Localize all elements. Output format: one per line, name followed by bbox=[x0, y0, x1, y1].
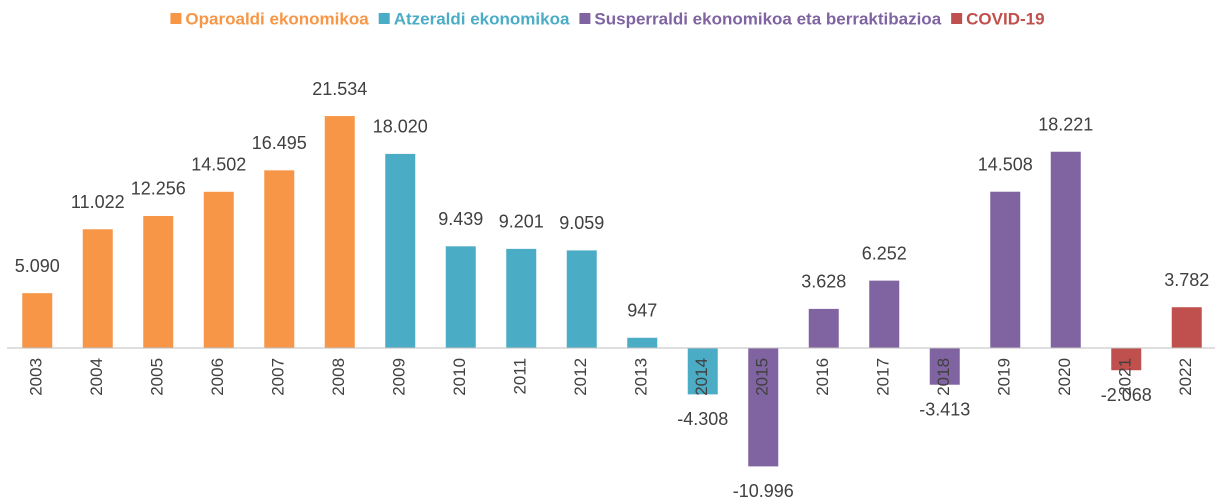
value-label: 9.439 bbox=[438, 209, 483, 229]
bar bbox=[82, 229, 113, 348]
x-tick-label: 2006 bbox=[208, 358, 227, 396]
bar bbox=[627, 337, 658, 348]
value-label: 9.059 bbox=[559, 213, 604, 233]
legend-swatch bbox=[579, 13, 591, 24]
x-tick-label: 2007 bbox=[269, 358, 288, 396]
x-tick-label: 2013 bbox=[632, 358, 651, 396]
bar bbox=[203, 191, 234, 348]
bar bbox=[264, 170, 295, 348]
bar bbox=[990, 191, 1021, 348]
x-tick-label: 2011 bbox=[511, 358, 530, 395]
value-label: 11.022 bbox=[71, 192, 125, 212]
value-label: 18.221 bbox=[1038, 114, 1093, 134]
x-tick-label: 2003 bbox=[27, 358, 46, 396]
value-label: 3.782 bbox=[1164, 270, 1209, 290]
bar bbox=[1171, 307, 1202, 348]
value-label: 947 bbox=[627, 301, 657, 321]
legend-label: Oparoaldi ekonomikoa bbox=[185, 9, 369, 28]
legend-swatch bbox=[170, 13, 182, 24]
value-label: 6.252 bbox=[862, 243, 907, 263]
x-tick-label: 2009 bbox=[390, 358, 409, 396]
x-tick-label: 2005 bbox=[148, 358, 167, 396]
legend-label: Susperraldi ekonomikoa eta berraktibazio… bbox=[594, 9, 941, 28]
bar bbox=[385, 153, 416, 348]
x-tick-label: 2015 bbox=[753, 358, 772, 396]
x-tick-label: 2014 bbox=[692, 358, 711, 396]
x-tick-label: 2019 bbox=[995, 358, 1014, 396]
bar bbox=[687, 347, 718, 395]
legend-swatch bbox=[951, 13, 963, 24]
x-tick-label: 2021 bbox=[1116, 358, 1135, 396]
x-tick-label: 2016 bbox=[813, 358, 832, 396]
value-label: 21.534 bbox=[312, 79, 367, 99]
bar bbox=[748, 347, 779, 467]
x-tick-label: 2008 bbox=[329, 358, 348, 396]
x-tick-label: 2020 bbox=[1055, 358, 1074, 396]
legend-label: COVID-19 bbox=[966, 9, 1044, 28]
bar bbox=[1050, 151, 1081, 348]
legend: Oparoaldi ekonomikoa Atzeraldi ekonomikoa… bbox=[170, 9, 1045, 28]
value-label: 14.502 bbox=[191, 155, 246, 175]
legend-label: Atzeraldi ekonomikoa bbox=[394, 9, 570, 28]
value-label: -4.308 bbox=[677, 409, 728, 429]
bar bbox=[324, 116, 355, 348]
bar bbox=[445, 246, 476, 348]
x-tick-label: 2004 bbox=[87, 358, 106, 396]
legend-swatch bbox=[378, 13, 390, 24]
bar bbox=[929, 347, 960, 385]
bar bbox=[143, 215, 174, 348]
value-label: 16.495 bbox=[252, 133, 307, 153]
value-label: 9.201 bbox=[499, 212, 544, 232]
bar bbox=[22, 293, 53, 348]
bar bbox=[506, 248, 537, 348]
x-tick-label: 2010 bbox=[450, 358, 469, 396]
value-label: 14.508 bbox=[978, 154, 1033, 174]
x-tick-label: 2018 bbox=[934, 358, 953, 396]
value-label: 12.256 bbox=[131, 179, 186, 199]
value-label: 18.020 bbox=[373, 117, 428, 137]
value-label: -10.996 bbox=[733, 481, 794, 501]
value-label: 5.090 bbox=[15, 256, 60, 276]
bar bbox=[566, 250, 597, 348]
value-label: -3.413 bbox=[919, 399, 970, 419]
bar bbox=[869, 280, 900, 348]
x-tick-label: 2017 bbox=[874, 358, 893, 396]
value-label: 3.628 bbox=[801, 272, 846, 292]
bar bbox=[808, 308, 839, 348]
bar bbox=[1111, 347, 1142, 371]
x-tick-label: 2012 bbox=[571, 358, 590, 396]
value-label: -2.068 bbox=[1101, 385, 1152, 405]
x-tick-label: 2022 bbox=[1176, 358, 1195, 396]
